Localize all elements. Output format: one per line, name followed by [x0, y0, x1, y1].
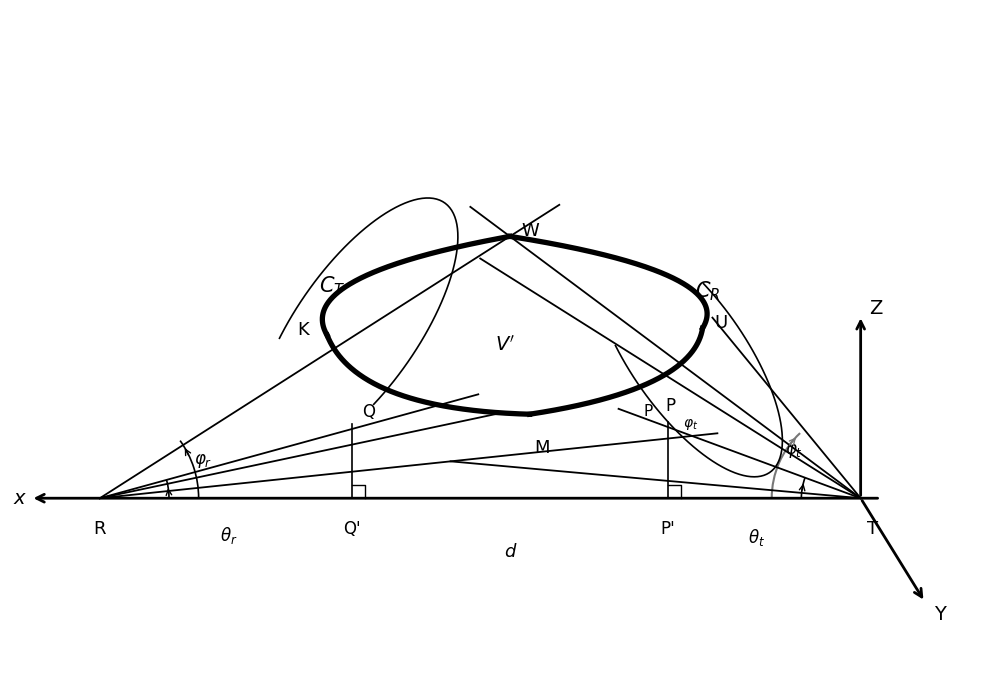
Text: $V'$: $V'$	[495, 335, 515, 355]
Text: T: T	[867, 520, 878, 538]
Text: K: K	[298, 321, 309, 340]
Text: W: W	[522, 223, 539, 240]
Text: Z: Z	[869, 299, 882, 318]
Text: U: U	[714, 314, 728, 332]
Text: $\varphi_t$: $\varphi_t$	[683, 416, 698, 432]
Text: P: P	[665, 397, 675, 415]
Text: $\varphi_r$: $\varphi_r$	[194, 452, 213, 470]
Text: x: x	[13, 489, 25, 508]
Text: R: R	[94, 520, 106, 538]
Text: $\varphi_t$: $\varphi_t$	[785, 442, 802, 460]
Text: $\theta_t$: $\theta_t$	[748, 527, 765, 548]
Text: P: P	[644, 404, 653, 419]
Text: d: d	[504, 542, 516, 561]
Text: P': P'	[661, 520, 675, 538]
Text: M: M	[535, 439, 550, 457]
Text: Q': Q'	[343, 520, 361, 538]
Text: Y: Y	[934, 606, 946, 624]
Text: $\theta_r$: $\theta_r$	[220, 525, 237, 546]
Text: Q: Q	[362, 403, 375, 421]
Text: $C_T$: $C_T$	[319, 274, 345, 298]
Text: $C_R$: $C_R$	[695, 279, 720, 302]
